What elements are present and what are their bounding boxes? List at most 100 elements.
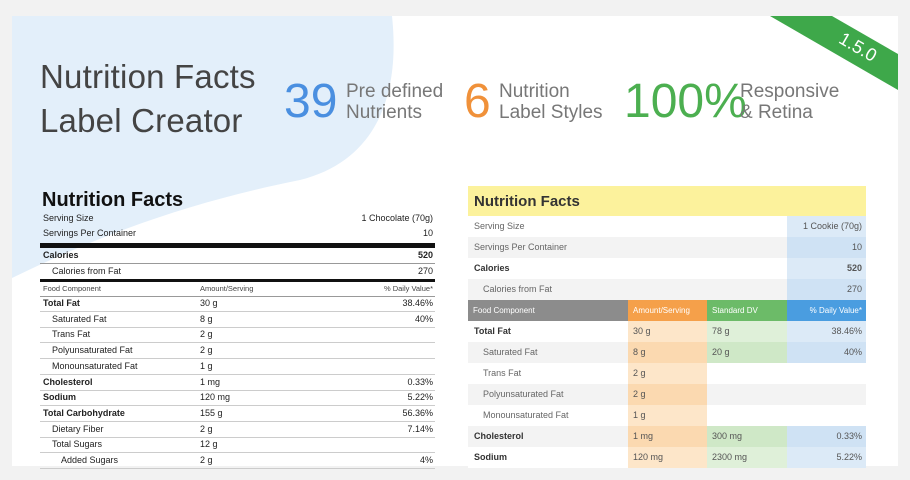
row-amount: 30 g (633, 326, 651, 336)
row-amount: 1 mg (633, 431, 654, 441)
row-name: Calories from Fat (52, 266, 122, 276)
row-dv: 0.33% (836, 431, 862, 441)
row-value: 270 (846, 284, 862, 294)
cell (468, 342, 628, 363)
rule (40, 420, 435, 422)
row-name: Polyunsaturated Fat (483, 389, 564, 399)
cell (468, 447, 628, 468)
column-header: Food Component (473, 306, 535, 315)
row-dv: 38.46% (402, 298, 433, 308)
cell (628, 363, 707, 384)
row-name: Saturated Fat (52, 313, 107, 324)
row-name: Sodium (43, 392, 76, 403)
cell (468, 363, 628, 384)
row-amount: 1 mg (200, 376, 221, 387)
label-title: Nutrition Facts (474, 193, 580, 210)
row-dv: 7.14% (407, 423, 433, 434)
cell (707, 447, 787, 468)
cell (468, 300, 628, 321)
row-name: Monounsaturated Fat (52, 360, 138, 371)
row-amount: 120 mg (200, 392, 231, 403)
row-std: 2300 mg (712, 452, 748, 462)
hero-title: Label Creator (40, 102, 243, 139)
row-name: Total Fat (43, 298, 80, 308)
column-header: Amount/Serving (633, 306, 690, 315)
stat-text: Label Styles (499, 102, 603, 123)
row-amount: 2 g (200, 423, 213, 434)
row-amount: 155 g (200, 407, 223, 418)
cell (787, 342, 866, 363)
cell (787, 363, 866, 384)
cell (787, 237, 866, 258)
row-dv: 40% (843, 347, 862, 357)
row-name: Polyunsaturated Fat (52, 345, 133, 356)
row-name: Cholesterol (43, 376, 93, 387)
cell (628, 321, 707, 342)
row-std: 300 mg (712, 431, 743, 441)
cell (468, 426, 628, 447)
cell (468, 321, 628, 342)
column-header: % Daily Value* (809, 306, 862, 315)
row-value: 520 (417, 250, 433, 260)
cell (787, 258, 866, 279)
row-amount: 2 g (633, 368, 646, 378)
row-amount: 2 g (633, 389, 646, 399)
cell (707, 363, 787, 384)
cell (787, 300, 866, 321)
cell (468, 258, 787, 279)
row-amount: 120 mg (633, 452, 664, 462)
row-value: 10 (851, 242, 862, 252)
title-bar (468, 186, 866, 216)
row-name: Monounsaturated Fat (483, 410, 569, 420)
stat-number: 6 (464, 75, 491, 128)
cell (707, 426, 787, 447)
cell (468, 405, 628, 426)
rule (40, 342, 435, 344)
row-name: Total Fat (474, 326, 511, 336)
stat-number: 100% (624, 75, 747, 128)
cell (707, 405, 787, 426)
cell (468, 384, 628, 405)
row-name: Added Sugars (61, 455, 119, 465)
cell (787, 447, 866, 468)
stat-text: Nutrition (499, 81, 570, 102)
blob (12, 16, 394, 278)
row-name: Servings Per Container (43, 228, 137, 238)
cell (787, 321, 866, 342)
cell (707, 321, 787, 342)
row-name: Sodium (474, 452, 507, 462)
stat-text: Responsive (740, 81, 840, 102)
cell (787, 216, 866, 237)
row-dv: 40% (414, 313, 433, 324)
row-dv: 5.22% (407, 392, 433, 403)
row-name: Serving Size (474, 221, 525, 231)
cell (787, 426, 866, 447)
rule (40, 358, 435, 360)
column-header: % Daily Value* (383, 284, 433, 293)
rule (40, 263, 435, 264)
rule (40, 279, 435, 282)
cell (707, 342, 787, 363)
row-value: 1 Chocolate (70g) (361, 213, 433, 223)
row-amount: 1 g (200, 360, 213, 371)
row-amount: 8 g (200, 313, 213, 324)
column-header: Amount/Serving (200, 284, 254, 293)
row-value: 10 (422, 228, 433, 238)
row-dv: 5.22% (836, 452, 862, 462)
row-value: 520 (846, 263, 862, 273)
cell (468, 216, 787, 237)
row-name: Calories (43, 250, 79, 260)
row-amount: 1 g (633, 410, 646, 420)
cell (628, 384, 707, 405)
ribbon (770, 16, 898, 90)
row-amount: 2 g (200, 329, 213, 340)
cell (628, 342, 707, 363)
rule (40, 326, 435, 328)
row-dv: 4% (419, 455, 433, 465)
row-dv: 56.36% (402, 407, 433, 418)
row-name: Total Sugars (52, 439, 103, 450)
row-amount: 30 g (200, 298, 218, 308)
column-header: Standard DV (712, 306, 758, 315)
row-name: Serving Size (43, 213, 94, 223)
